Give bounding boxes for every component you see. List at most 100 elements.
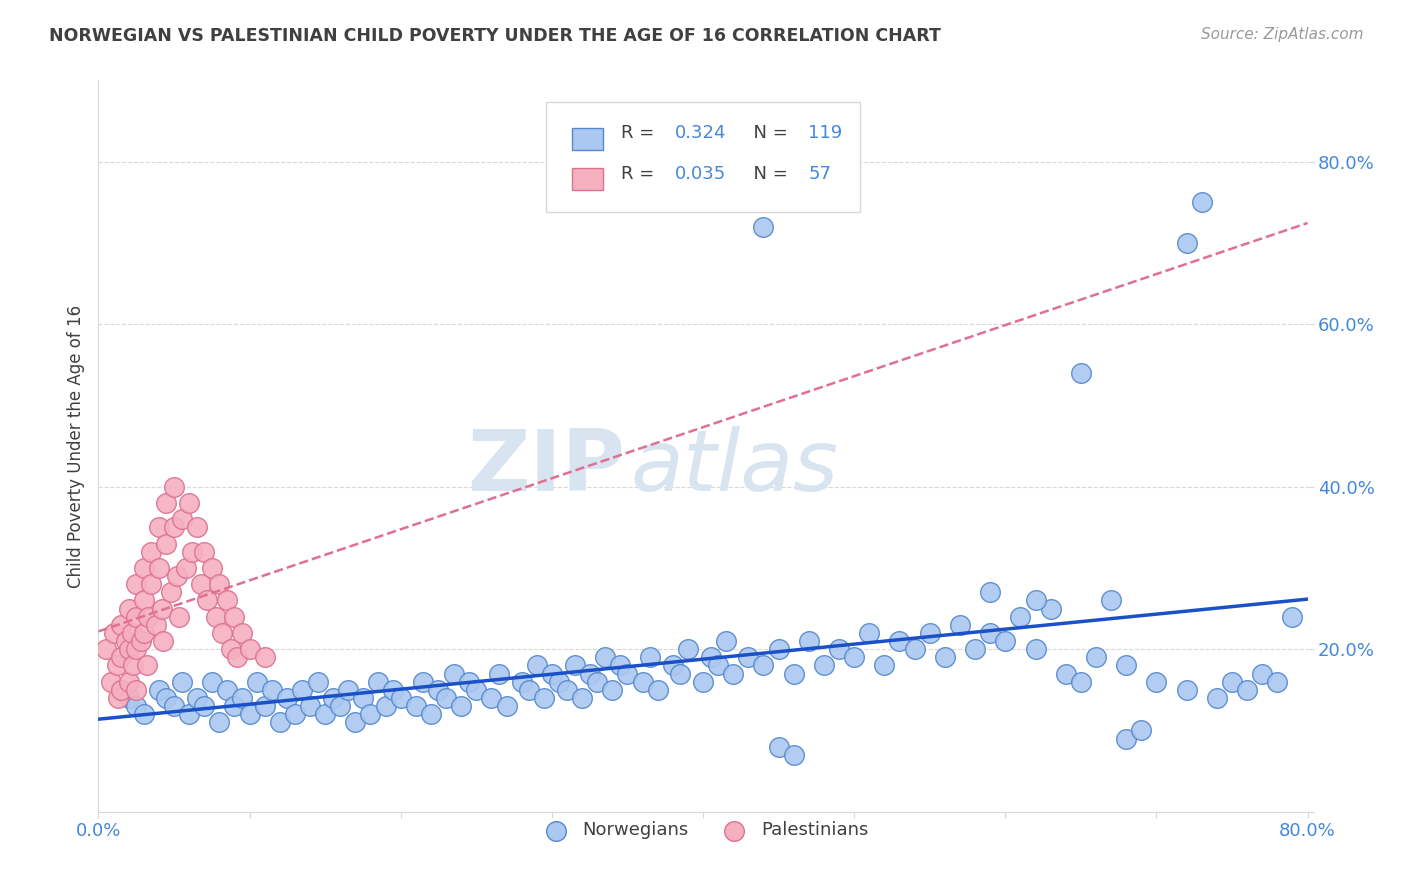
Point <box>1220 674 1243 689</box>
Point <box>208 577 231 591</box>
Point <box>307 674 329 689</box>
Point <box>1054 666 1077 681</box>
Point <box>167 609 190 624</box>
Point <box>526 658 548 673</box>
Point <box>994 634 1017 648</box>
Point <box>125 699 148 714</box>
Point <box>269 715 291 730</box>
Point <box>1115 658 1137 673</box>
Point <box>889 634 911 648</box>
Point <box>828 642 851 657</box>
Point <box>586 674 609 689</box>
Point <box>443 666 465 681</box>
Point <box>692 674 714 689</box>
Point <box>676 642 699 657</box>
Point <box>517 682 540 697</box>
Point <box>150 601 173 615</box>
Point <box>179 707 201 722</box>
Text: R =: R = <box>621 125 659 143</box>
Point <box>797 634 820 648</box>
FancyBboxPatch shape <box>546 103 860 212</box>
Point <box>291 682 314 697</box>
Point <box>226 650 249 665</box>
Point <box>752 658 775 673</box>
Point <box>1144 674 1167 689</box>
Point <box>110 682 132 697</box>
Point <box>873 658 896 673</box>
Point <box>360 707 382 722</box>
Point <box>135 658 157 673</box>
Point <box>231 690 253 705</box>
Point <box>132 626 155 640</box>
Point <box>1115 731 1137 746</box>
Point <box>616 666 638 681</box>
Point <box>609 658 631 673</box>
Point <box>389 690 412 705</box>
Point <box>714 634 737 648</box>
Point <box>669 666 692 681</box>
Point <box>132 561 155 575</box>
Legend: Norwegians, Palestinians: Norwegians, Palestinians <box>530 814 876 847</box>
Point <box>427 682 450 697</box>
Point <box>481 690 503 705</box>
Point <box>1191 195 1213 210</box>
Point <box>155 496 177 510</box>
Point <box>1039 601 1062 615</box>
Point <box>208 715 231 730</box>
Point <box>510 674 533 689</box>
Point <box>344 715 367 730</box>
Point <box>488 666 510 681</box>
Point <box>1251 666 1274 681</box>
Point <box>1070 674 1092 689</box>
Point <box>768 739 790 754</box>
Point <box>904 642 927 657</box>
Point <box>166 569 188 583</box>
Point <box>571 690 593 705</box>
Point <box>578 666 600 681</box>
Point <box>94 642 117 657</box>
Point <box>125 682 148 697</box>
Point <box>145 617 167 632</box>
Point <box>555 682 578 697</box>
Point <box>239 642 262 657</box>
Point <box>211 626 233 640</box>
Point <box>299 699 322 714</box>
Point <box>276 690 298 705</box>
Point <box>768 642 790 657</box>
Point <box>934 650 956 665</box>
Point <box>193 699 215 714</box>
Point <box>1085 650 1108 665</box>
Point <box>661 658 683 673</box>
Point <box>110 682 132 697</box>
FancyBboxPatch shape <box>572 128 603 150</box>
Point <box>129 634 152 648</box>
Point <box>1267 674 1289 689</box>
Point <box>783 747 806 762</box>
Point <box>160 585 183 599</box>
Point <box>420 707 443 722</box>
Point <box>533 690 555 705</box>
Point <box>752 219 775 234</box>
Point <box>918 626 941 640</box>
Text: 0.035: 0.035 <box>675 165 727 183</box>
Text: N =: N = <box>742 165 793 183</box>
Point <box>105 658 128 673</box>
Point <box>125 642 148 657</box>
Point <box>723 666 745 681</box>
Point <box>450 699 472 714</box>
Point <box>224 699 246 714</box>
Point <box>201 674 224 689</box>
Point <box>141 577 163 591</box>
Point <box>352 690 374 705</box>
Point <box>170 674 193 689</box>
Point <box>136 609 159 624</box>
Point <box>205 609 228 624</box>
Point <box>148 561 170 575</box>
Point <box>1175 682 1198 697</box>
Point <box>405 699 427 714</box>
Point <box>125 577 148 591</box>
Point <box>118 674 141 689</box>
Point <box>193 544 215 558</box>
Point <box>1236 682 1258 697</box>
Point <box>284 707 307 722</box>
